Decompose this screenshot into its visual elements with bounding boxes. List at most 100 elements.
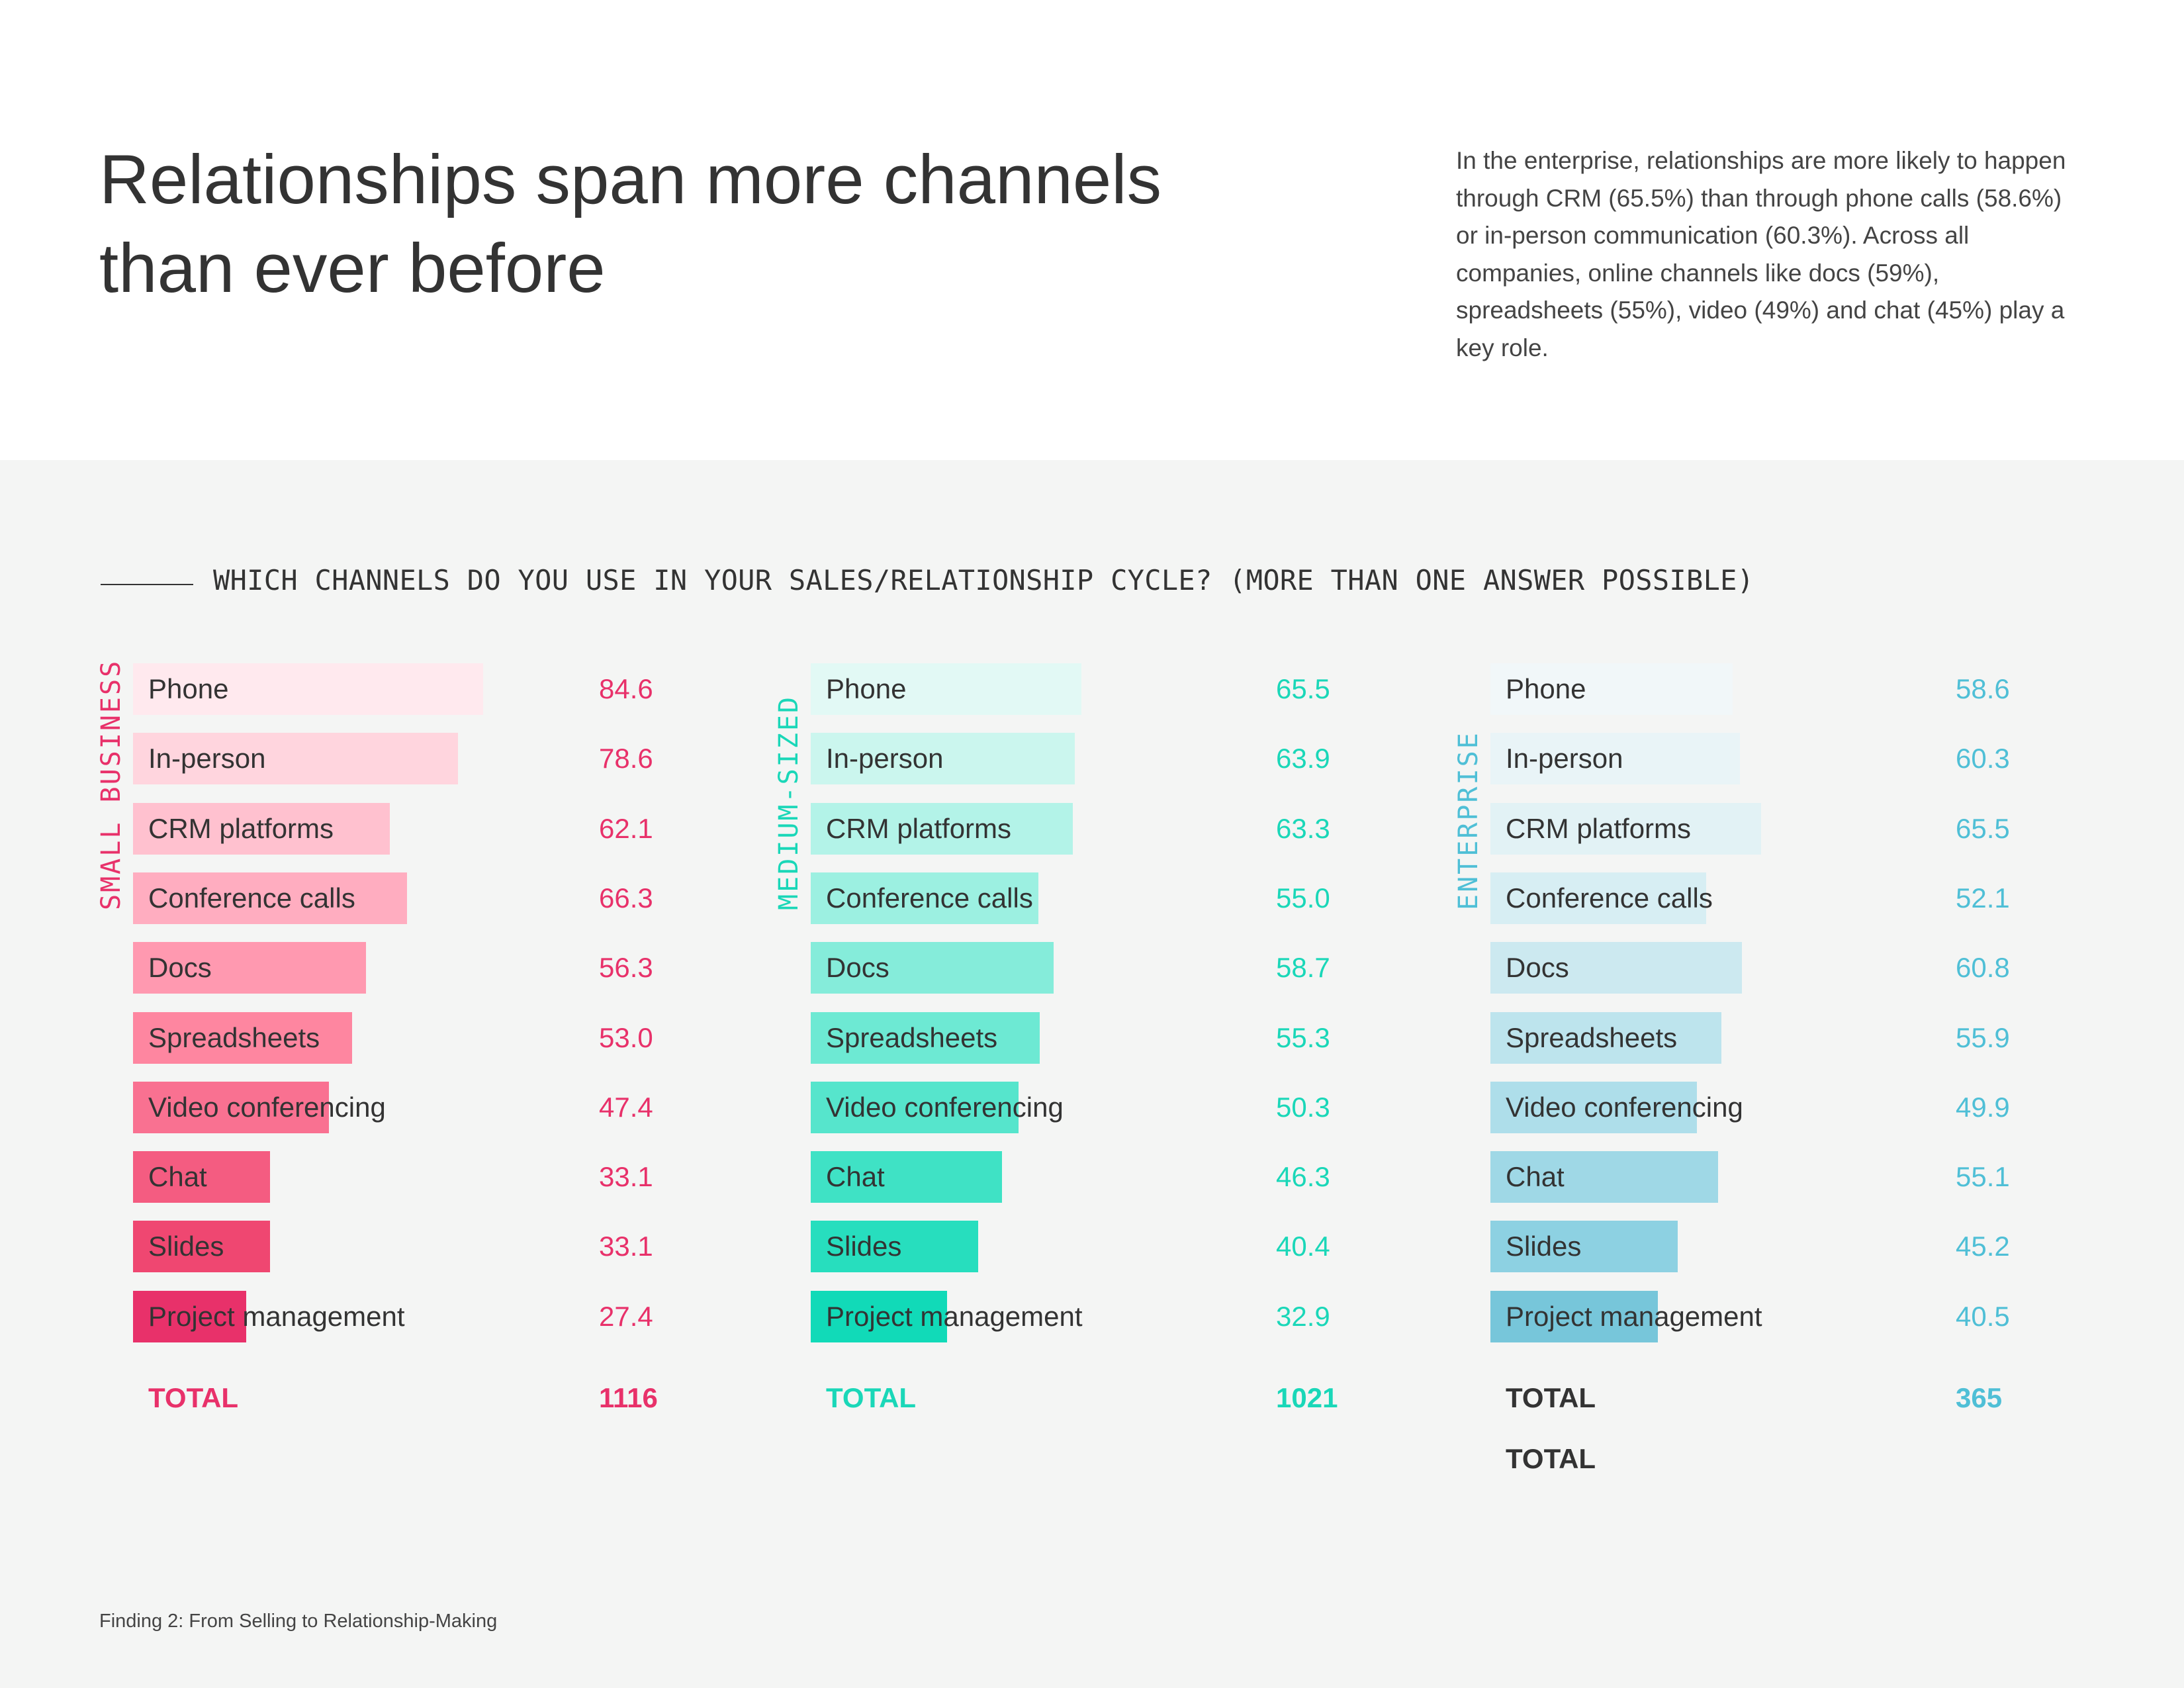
- enterprise-value-label: 60.8: [1956, 952, 2010, 984]
- medium-sized-category-label: Phone: [826, 673, 907, 704]
- enterprise-bar: [1490, 802, 1762, 855]
- small-business-value-label: 33.1: [599, 1161, 653, 1193]
- small-business-label: SMALL BUSINESS: [96, 659, 126, 910]
- enterprise-category-label: Phone: [1506, 673, 1586, 704]
- medium-sized-bar: [811, 1081, 1019, 1133]
- medium-sized-value-label: 46.3: [1276, 1161, 1330, 1193]
- question-rule: [101, 584, 193, 585]
- small-business-category-label: Spreadsheets: [148, 1021, 320, 1053]
- medium-sized-value-label: 50.3: [1276, 1091, 1330, 1123]
- enterprise-category-label: Chat: [1506, 1161, 1565, 1193]
- small-business-value-label: 56.3: [599, 952, 653, 984]
- enterprise-label: ENTERPRISE: [1453, 731, 1484, 910]
- small-business-value-label: 47.4: [599, 1091, 653, 1123]
- medium-sized-category-label: Video conferencing: [826, 1091, 1064, 1123]
- enterprise-bar: [1490, 1151, 1719, 1203]
- enterprise-total-value: 365: [1956, 1382, 2003, 1413]
- small-business-value-label: 62.1: [599, 812, 653, 844]
- enterprise-total-label: TOTAL: [1506, 1382, 1596, 1413]
- small-business-value-label: 33.1: [599, 1231, 653, 1262]
- enterprise-category-label: In-person: [1506, 743, 1623, 774]
- medium-sized-category-label: Docs: [826, 952, 889, 984]
- enterprise-extra-total-label: TOTAL: [1506, 1443, 1596, 1474]
- small-business-category-label: Phone: [148, 673, 229, 704]
- enterprise-bar: [1490, 1011, 1722, 1064]
- enterprise-value-label: 55.1: [1956, 1161, 2010, 1193]
- footer-caption: Finding 2: From Selling to Relationship-…: [99, 1611, 498, 1632]
- small-business-bar: [133, 872, 408, 924]
- small-business-bar: [133, 1151, 270, 1203]
- medium-sized-bar: [811, 663, 1082, 715]
- small-business-bar: [133, 1221, 270, 1273]
- small-business-bar: [133, 1011, 353, 1064]
- medium-sized-bar: [811, 733, 1075, 785]
- medium-sized-category-label: Chat: [826, 1161, 885, 1193]
- small-business-category-label: Video conferencing: [148, 1091, 386, 1123]
- small-business-category-label: Conference calls: [148, 882, 355, 914]
- enterprise-bar: [1490, 1290, 1659, 1342]
- small-business-value-label: 53.0: [599, 1021, 653, 1053]
- enterprise-value-label: 49.9: [1956, 1091, 2010, 1123]
- medium-sized-bar: [811, 1290, 947, 1342]
- medium-sized-total-value: 1021: [1276, 1382, 1338, 1413]
- medium-sized-value-label: 55.0: [1276, 882, 1330, 914]
- enterprise-category-label: Spreadsheets: [1506, 1021, 1678, 1053]
- small-business-category-label: Slides: [148, 1231, 224, 1262]
- medium-sized-category-label: CRM platforms: [826, 812, 1012, 844]
- enterprise-value-label: 65.5: [1956, 812, 2010, 844]
- medium-sized-bar: [811, 872, 1038, 924]
- small-business-category-label: CRM platforms: [148, 812, 334, 844]
- medium-sized-total-label: TOTAL: [826, 1382, 917, 1413]
- enterprise-category-label: CRM platforms: [1506, 812, 1692, 844]
- small-business-value-label: 78.6: [599, 743, 653, 774]
- medium-sized-category-label: In-person: [826, 743, 944, 774]
- enterprise-bar: [1490, 872, 1706, 924]
- enterprise-value-label: 60.3: [1956, 743, 2010, 774]
- small-business-bar: [133, 1081, 330, 1133]
- small-business-bar: [133, 1290, 247, 1342]
- medium-sized-value-label: 65.5: [1276, 673, 1330, 704]
- medium-sized-category-label: Conference calls: [826, 882, 1033, 914]
- enterprise-value-label: 58.6: [1956, 673, 2010, 704]
- enterprise-bar: [1490, 942, 1742, 994]
- enterprise-bar: [1490, 733, 1740, 785]
- enterprise-value-label: 40.5: [1956, 1300, 2010, 1332]
- medium-sized-category-label: Slides: [826, 1231, 902, 1262]
- enterprise-category-label: Video conferencing: [1506, 1091, 1743, 1123]
- small-business-bar: [133, 733, 459, 785]
- medium-sized-value-label: 63.9: [1276, 743, 1330, 774]
- small-business-value-label: 27.4: [599, 1300, 653, 1332]
- medium-sized-value-label: 55.3: [1276, 1021, 1330, 1053]
- medium-sized-bar: [811, 942, 1054, 994]
- enterprise-category-label: Docs: [1506, 952, 1569, 984]
- header-area: [0, 0, 2184, 460]
- small-business-value-label: 84.6: [599, 673, 653, 704]
- medium-sized-value-label: 40.4: [1276, 1231, 1330, 1262]
- small-business-total-value: 1116: [599, 1382, 658, 1413]
- enterprise-bar: [1490, 1221, 1678, 1273]
- enterprise-value-label: 45.2: [1956, 1231, 2010, 1262]
- medium-sized-category-label: Project management: [826, 1300, 1083, 1332]
- medium-sized-value-label: 58.7: [1276, 952, 1330, 984]
- small-business-category-label: Chat: [148, 1161, 207, 1193]
- small-business-category-label: In-person: [148, 743, 266, 774]
- medium-sized-value-label: 63.3: [1276, 812, 1330, 844]
- small-business-bar: [133, 942, 366, 994]
- chart-area: [0, 460, 2184, 1688]
- chart-question: WHICH CHANNELS DO YOU USE IN YOUR SALES/…: [213, 564, 1754, 596]
- medium-sized-bar: [811, 802, 1073, 855]
- small-business-total-label: TOTAL: [148, 1382, 239, 1413]
- enterprise-value-label: 52.1: [1956, 882, 2010, 914]
- medium-sized-value-label: 32.9: [1276, 1300, 1330, 1332]
- medium-sized-bar: [811, 1221, 978, 1273]
- small-business-category-label: Project management: [148, 1300, 405, 1332]
- enterprise-category-label: Conference calls: [1506, 882, 1713, 914]
- small-business-bar: [133, 663, 483, 715]
- enterprise-category-label: Project management: [1506, 1300, 1762, 1332]
- intro-paragraph: In the enterprise, relationships are mor…: [1456, 147, 2066, 361]
- enterprise-value-label: 55.9: [1956, 1021, 2010, 1053]
- medium-sized-bar: [811, 1011, 1040, 1064]
- page-title: Relationships span more channels than ev…: [99, 141, 1162, 307]
- enterprise-bar: [1490, 1081, 1697, 1133]
- medium-sized-category-label: Spreadsheets: [826, 1021, 998, 1053]
